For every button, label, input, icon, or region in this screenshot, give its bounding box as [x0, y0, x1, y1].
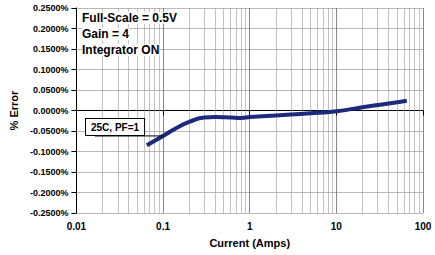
- svg-text:0.01: 0.01: [67, 221, 87, 232]
- svg-text:10: 10: [331, 221, 343, 232]
- svg-text:0.2000%: 0.2000%: [33, 24, 69, 34]
- svg-text:0.1000%: 0.1000%: [33, 65, 69, 75]
- svg-text:Full-Scale = 0.5V: Full-Scale = 0.5V: [82, 11, 177, 25]
- svg-text:-0.1000%: -0.1000%: [30, 147, 69, 157]
- svg-text:0.2500%: 0.2500%: [33, 3, 69, 13]
- svg-text:1: 1: [247, 221, 253, 232]
- svg-text:0.0500%: 0.0500%: [33, 85, 69, 95]
- svg-text:Gain = 4: Gain = 4: [82, 27, 129, 41]
- svg-text:-0.1500%: -0.1500%: [30, 167, 69, 177]
- svg-text:0.1500%: 0.1500%: [33, 44, 69, 54]
- svg-text:% Error: % Error: [8, 90, 20, 130]
- svg-text:-0.2000%: -0.2000%: [30, 188, 69, 198]
- svg-text:100: 100: [415, 221, 432, 232]
- svg-text:-0.2500%: -0.2500%: [30, 208, 69, 218]
- svg-text:0.1: 0.1: [156, 221, 170, 232]
- svg-text:0.0000%: 0.0000%: [33, 106, 69, 116]
- svg-text:Current (Amps): Current (Amps): [209, 237, 290, 249]
- svg-text:25C, PF=1: 25C, PF=1: [91, 122, 140, 133]
- svg-text:Integrator ON: Integrator ON: [82, 43, 159, 57]
- svg-text:-0.0500%: -0.0500%: [30, 126, 69, 136]
